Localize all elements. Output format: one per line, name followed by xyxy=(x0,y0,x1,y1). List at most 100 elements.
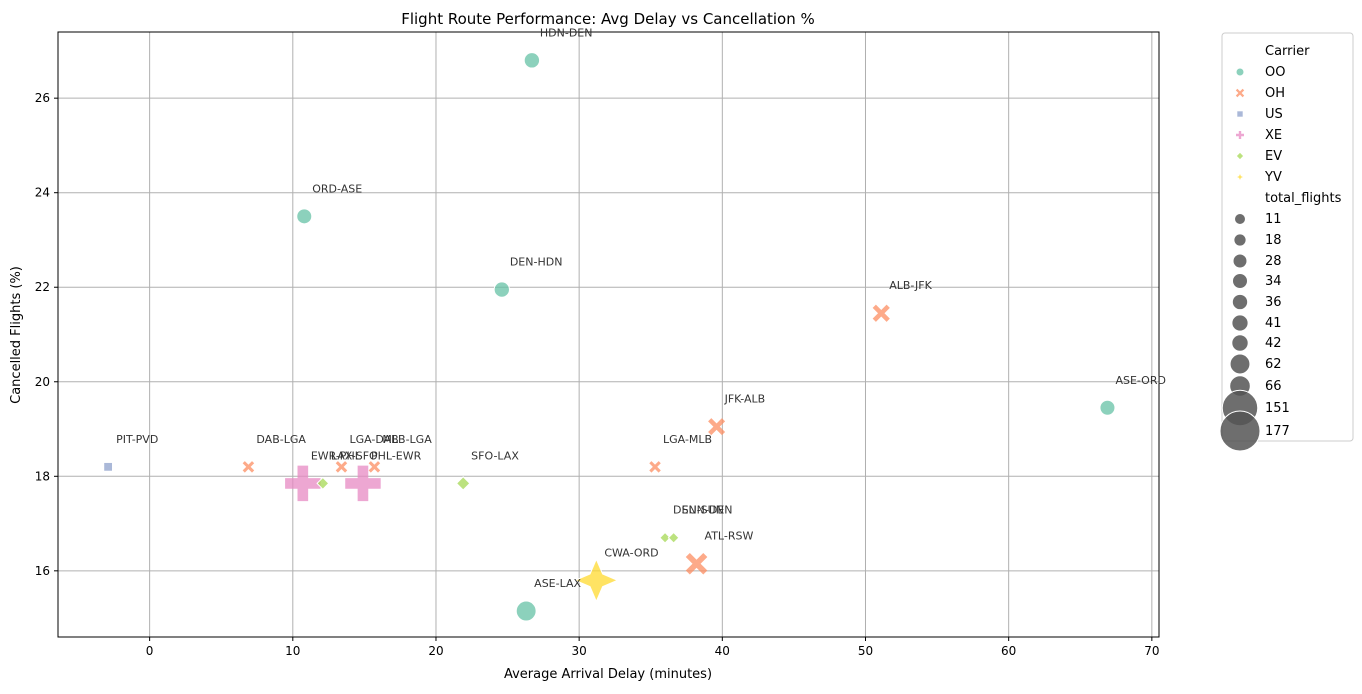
legend-size-marker xyxy=(1234,213,1246,225)
legend-carrier-marker xyxy=(1236,131,1244,139)
legend-carrier-label: OO xyxy=(1265,65,1285,80)
legend-carrier-marker xyxy=(1235,67,1245,77)
legend-carrier-entries: OO OH US XE EV YV xyxy=(1234,65,1285,185)
legend-size-label: 66 xyxy=(1265,379,1282,394)
point-label: SUN-DEN xyxy=(682,504,733,517)
legend-size-label: 18 xyxy=(1265,233,1282,248)
point-label: EWR-PHL xyxy=(311,449,362,462)
legend-size-label: 42 xyxy=(1265,336,1282,351)
legend-frame xyxy=(1221,32,1354,442)
x-tick-label: 70 xyxy=(1144,644,1159,658)
y-tick-label: 18 xyxy=(35,469,50,483)
legend-size-label: 36 xyxy=(1265,295,1282,310)
legend-carrier-marker xyxy=(1235,88,1245,98)
chart-title: Flight Route Performance: Avg Delay vs C… xyxy=(401,10,815,28)
data-point xyxy=(1099,399,1116,416)
legend-carrier-label: OH xyxy=(1265,86,1285,101)
point-labels: HDN-DEN ORD-ASE DEN-HDN ASE-ORD ASE-LAX ALB-J… xyxy=(116,26,1166,590)
y-axis-label: Cancelled Flights (%) xyxy=(9,266,24,404)
x-tick-label: 20 xyxy=(428,644,443,658)
legend-carrier-label: XE xyxy=(1265,128,1282,143)
data-point xyxy=(659,531,671,544)
legend-size-title: total_flights xyxy=(1265,191,1342,206)
point-label: DEN-SUN xyxy=(673,504,724,517)
legend-carrier-label: US xyxy=(1265,107,1283,122)
y-tick-label: 20 xyxy=(35,375,50,389)
data-point xyxy=(685,552,708,575)
legend-size-label: 11 xyxy=(1265,212,1282,227)
data-point xyxy=(103,461,114,472)
y-tick-label: 26 xyxy=(35,91,50,105)
point-label: CWA-ORD xyxy=(604,546,658,559)
x-tick-label: 0 xyxy=(146,644,154,658)
data-point xyxy=(296,208,313,225)
y-tick-label: 22 xyxy=(35,280,50,294)
y-axis-ticks: 16 18 20 22 24 26 xyxy=(35,91,58,578)
data-point xyxy=(368,461,381,473)
point-label: MLB-LGA xyxy=(382,433,432,446)
data-point xyxy=(285,465,321,502)
point-label: ASE-ORD xyxy=(1115,374,1166,387)
x-tick-label: 10 xyxy=(285,644,300,658)
data-point xyxy=(515,600,537,622)
y-tick-label: 24 xyxy=(35,186,50,200)
point-label: JFK-ALB xyxy=(724,393,766,406)
point-label: ASE-LAX xyxy=(534,577,581,590)
y-tick-label: 16 xyxy=(35,564,50,578)
point-label: PHL-EWR xyxy=(371,449,422,462)
x-tick-label: 40 xyxy=(715,644,730,658)
data-point xyxy=(455,476,471,491)
legend-size-label: 34 xyxy=(1265,274,1282,289)
legend-carrier-label: YV xyxy=(1264,170,1282,185)
point-label: ATL-RSW xyxy=(705,530,754,543)
legend-size-label: 177 xyxy=(1265,424,1290,439)
legend-size-marker xyxy=(1229,353,1251,375)
data-point xyxy=(872,304,890,322)
data-point xyxy=(345,465,381,502)
legend-size-marker xyxy=(1233,233,1247,247)
grid xyxy=(58,32,1159,637)
legend-hue-title: Carrier xyxy=(1265,44,1310,59)
data-point xyxy=(335,461,348,473)
x-tick-label: 50 xyxy=(858,644,873,658)
x-axis-ticks: 0 10 20 30 40 50 60 70 xyxy=(146,637,1159,658)
data-point xyxy=(649,461,661,473)
point-label: PIT-PVD xyxy=(116,433,158,446)
legend-carrier-marker xyxy=(1234,171,1246,183)
data-point xyxy=(316,476,330,490)
legend-size-marker xyxy=(1231,272,1249,290)
legend-size-marker xyxy=(1232,253,1248,269)
point-label: LGA-MLB xyxy=(663,433,712,446)
data-point xyxy=(708,418,726,436)
x-tick-label: 30 xyxy=(572,644,587,658)
point-label: SFO-LAX xyxy=(471,449,519,462)
legend-size-marker xyxy=(1219,410,1261,452)
legend-size-label: 151 xyxy=(1265,401,1290,416)
point-label: HDN-DEN xyxy=(540,26,593,39)
point-label: ALB-JFK xyxy=(889,279,932,292)
legend-size-entries: 11 18 28 34 36 41 42 62 66 151 177 xyxy=(1219,212,1290,452)
legend-size-label: 41 xyxy=(1265,316,1282,331)
legend-size-marker xyxy=(1231,293,1249,311)
legend-size-marker xyxy=(1231,314,1249,332)
point-label: LGA-DAB xyxy=(349,433,398,446)
legend: Carrier OO OH US XE EV YV total_flights 11 18 2… xyxy=(1219,32,1354,452)
point-label: DEN-HDN xyxy=(510,256,563,269)
legend-carrier-marker xyxy=(1236,110,1244,118)
point-label: DAB-LGA xyxy=(256,433,306,446)
data-point xyxy=(493,281,511,298)
legend-size-label: 62 xyxy=(1265,357,1282,372)
x-axis-label: Average Arrival Delay (minutes) xyxy=(504,667,712,682)
legend-size-label: 28 xyxy=(1265,254,1282,269)
point-label: LAX-SFO xyxy=(331,449,378,462)
legend-size-marker xyxy=(1231,334,1249,352)
x-tick-label: 60 xyxy=(1001,644,1016,658)
data-point xyxy=(574,558,619,603)
data-point xyxy=(523,52,541,69)
data-points xyxy=(103,52,1116,622)
data-point xyxy=(667,531,680,544)
point-label: ORD-ASE xyxy=(312,182,362,195)
plot-area xyxy=(57,31,1160,638)
